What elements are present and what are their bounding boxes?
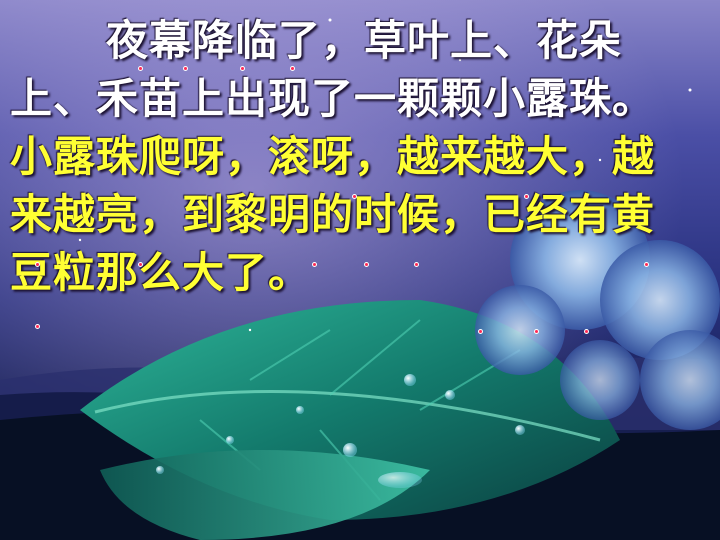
pronunciation-dot — [138, 262, 143, 267]
pronunciation-dot — [138, 66, 143, 71]
pronunciation-dot — [312, 262, 317, 267]
passage-white-text: 夜幕降临了，草叶上、花朵上、禾苗上出现了一颗颗小露珠。 — [10, 16, 656, 123]
pronunciation-dot — [478, 329, 483, 334]
pronunciation-dot — [183, 66, 188, 71]
pronunciation-dot — [35, 262, 40, 267]
pronunciation-dot — [364, 262, 369, 267]
pronunciation-dot — [414, 262, 419, 267]
passage-yellow-text: 小露珠爬呀，滚呀，越来越大，越来越亮，到黎明的时候，已经有黄豆粒那么大了。 — [10, 132, 656, 297]
pronunciation-dot — [584, 329, 589, 334]
pronunciation-dot — [524, 194, 529, 199]
pronunciation-dot — [644, 262, 649, 267]
reading-passage: 夜幕降临了，草叶上、花朵上、禾苗上出现了一颗颗小露珠。小露珠爬呀，滚呀，越来越大… — [10, 12, 670, 302]
pronunciation-dot — [534, 329, 539, 334]
pronunciation-dot — [240, 66, 245, 71]
pronunciation-dot — [35, 324, 40, 329]
pronunciation-dot — [290, 66, 295, 71]
pronunciation-dot — [352, 194, 357, 199]
